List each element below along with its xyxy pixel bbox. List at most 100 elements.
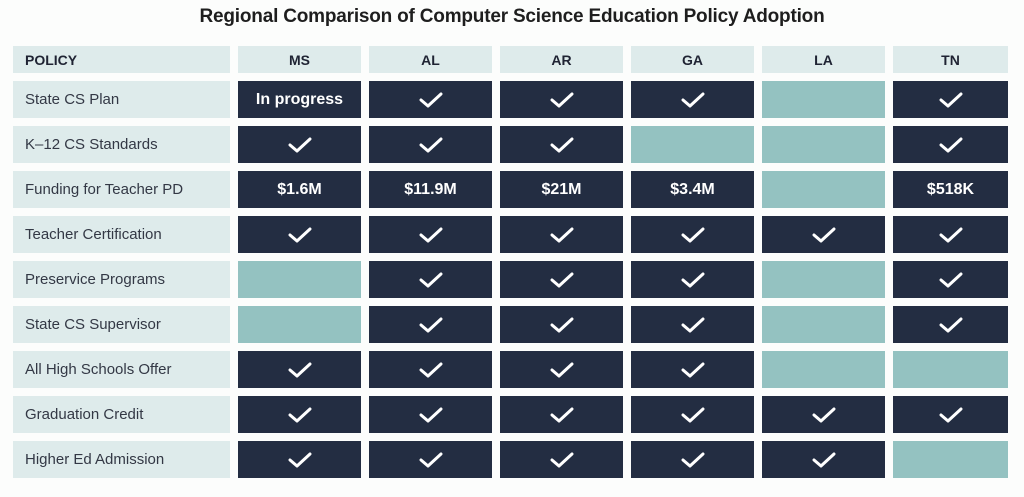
adopted-cell xyxy=(369,441,492,478)
adopted-cell xyxy=(369,261,492,298)
policy-label: Higher Ed Admission xyxy=(13,441,230,478)
adopted-cell xyxy=(893,126,1008,163)
checkmark-icon xyxy=(419,137,443,153)
adopted-cell xyxy=(238,396,361,433)
adopted-cell xyxy=(369,306,492,343)
checkmark-icon xyxy=(288,362,312,378)
adopted-cell xyxy=(369,216,492,253)
policy-label: Teacher Certification xyxy=(13,216,230,253)
adopted-cell xyxy=(500,126,623,163)
adopted-cell xyxy=(762,216,885,253)
not-adopted-cell xyxy=(762,171,885,208)
adopted-cell xyxy=(631,441,754,478)
checkmark-icon xyxy=(681,272,705,288)
adopted-cell xyxy=(631,396,754,433)
policy-table: POLICY MS AL AR GA LA TN State CS Plan In… xyxy=(13,46,1008,478)
not-adopted-cell xyxy=(631,126,754,163)
adopted-cell xyxy=(369,351,492,388)
adopted-cell xyxy=(893,81,1008,118)
adopted-cell xyxy=(238,126,361,163)
adopted-cell xyxy=(631,306,754,343)
header-state: AL xyxy=(369,46,492,73)
checkmark-icon xyxy=(812,227,836,243)
not-adopted-cell xyxy=(762,351,885,388)
checkmark-icon xyxy=(288,452,312,468)
checkmark-icon xyxy=(681,452,705,468)
checkmark-icon xyxy=(681,362,705,378)
checkmark-icon xyxy=(419,452,443,468)
checkmark-icon xyxy=(288,137,312,153)
checkmark-icon xyxy=(419,407,443,423)
value-cell: $3.4M xyxy=(631,171,754,208)
checkmark-icon xyxy=(939,272,963,288)
adopted-cell xyxy=(369,396,492,433)
policy-label: Preservice Programs xyxy=(13,261,230,298)
not-adopted-cell xyxy=(762,261,885,298)
checkmark-icon xyxy=(812,452,836,468)
checkmark-icon xyxy=(681,227,705,243)
policy-label: All High Schools Offer xyxy=(13,351,230,388)
adopted-cell xyxy=(369,126,492,163)
checkmark-icon xyxy=(681,92,705,108)
policy-label: K–12 CS Standards xyxy=(13,126,230,163)
checkmark-icon xyxy=(419,362,443,378)
value-cell: $1.6M xyxy=(238,171,361,208)
checkmark-icon xyxy=(288,227,312,243)
checkmark-icon xyxy=(939,137,963,153)
header-state: AR xyxy=(500,46,623,73)
checkmark-icon xyxy=(550,452,574,468)
policy-label: State CS Supervisor xyxy=(13,306,230,343)
header-policy: POLICY xyxy=(13,46,230,73)
adopted-cell xyxy=(631,81,754,118)
adopted-cell xyxy=(500,216,623,253)
checkmark-icon xyxy=(812,407,836,423)
checkmark-icon xyxy=(550,227,574,243)
chart-title: Regional Comparison of Computer Science … xyxy=(199,6,825,27)
adopted-cell xyxy=(893,396,1008,433)
header-state: TN xyxy=(893,46,1008,73)
adopted-cell xyxy=(500,261,623,298)
checkmark-icon xyxy=(939,92,963,108)
policy-label: Graduation Credit xyxy=(13,396,230,433)
header-state: MS xyxy=(238,46,361,73)
value-cell: $21M xyxy=(500,171,623,208)
policy-label: State CS Plan xyxy=(13,81,230,118)
adopted-cell xyxy=(631,261,754,298)
not-adopted-cell xyxy=(238,261,361,298)
adopted-cell xyxy=(369,81,492,118)
header-state: GA xyxy=(631,46,754,73)
not-adopted-cell xyxy=(762,126,885,163)
adopted-cell xyxy=(631,216,754,253)
header-state: LA xyxy=(762,46,885,73)
not-adopted-cell xyxy=(893,351,1008,388)
adopted-cell xyxy=(762,396,885,433)
checkmark-icon xyxy=(550,317,574,333)
adopted-cell xyxy=(500,306,623,343)
adopted-cell xyxy=(238,441,361,478)
not-adopted-cell xyxy=(238,306,361,343)
adopted-cell xyxy=(238,216,361,253)
value-cell: $518K xyxy=(893,171,1008,208)
checkmark-icon xyxy=(939,407,963,423)
value-cell: In progress xyxy=(238,81,361,118)
adopted-cell xyxy=(631,351,754,388)
adopted-cell xyxy=(500,396,623,433)
adopted-cell xyxy=(500,441,623,478)
checkmark-icon xyxy=(419,92,443,108)
checkmark-icon xyxy=(681,407,705,423)
not-adopted-cell xyxy=(893,441,1008,478)
checkmark-icon xyxy=(550,362,574,378)
adopted-cell xyxy=(500,351,623,388)
checkmark-icon xyxy=(681,317,705,333)
checkmark-icon xyxy=(288,407,312,423)
policy-label: Funding for Teacher PD xyxy=(13,171,230,208)
adopted-cell xyxy=(762,441,885,478)
adopted-cell xyxy=(500,81,623,118)
not-adopted-cell xyxy=(762,306,885,343)
checkmark-icon xyxy=(939,317,963,333)
checkmark-icon xyxy=(419,227,443,243)
checkmark-icon xyxy=(550,92,574,108)
adopted-cell xyxy=(238,351,361,388)
adopted-cell xyxy=(893,216,1008,253)
checkmark-icon xyxy=(419,272,443,288)
